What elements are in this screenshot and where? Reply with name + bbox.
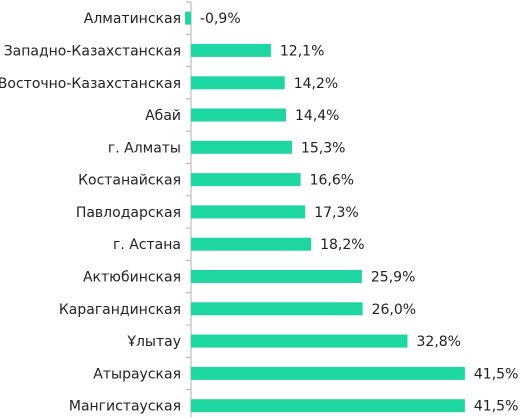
category-label: г. Астана	[113, 237, 181, 253]
value-label: -0,9%	[200, 11, 241, 27]
category-label: Костанайская	[78, 173, 181, 189]
value-label: 17,3%	[314, 205, 358, 221]
bar	[191, 205, 306, 219]
value-label: 26,0%	[372, 302, 416, 318]
value-label: 14,2%	[294, 76, 338, 92]
bar	[191, 399, 465, 413]
value-label: 18,2%	[320, 237, 364, 253]
category-label: Павлодарская	[76, 205, 181, 221]
value-label: 12,1%	[280, 43, 324, 59]
value-label: 41,5%	[474, 366, 518, 382]
category-label: Мангистауская	[69, 399, 181, 415]
category-label: Атырауская	[93, 366, 181, 382]
category-label: Актюбинская	[83, 270, 181, 286]
value-label: 41,5%	[474, 399, 518, 415]
category-label: Алматинская	[84, 11, 181, 27]
bar	[185, 11, 191, 25]
category-label: Абай	[145, 108, 181, 124]
bar	[191, 76, 285, 90]
bar	[191, 270, 362, 283]
value-label: 16,6%	[310, 173, 354, 189]
category-label: Восточно-Казахстанская	[0, 76, 181, 92]
bar	[191, 302, 363, 316]
value-label: 14,4%	[295, 108, 339, 124]
value-label: 32,8%	[417, 334, 461, 350]
category-label: Ұлытау	[126, 334, 181, 350]
value-label: 25,9%	[371, 270, 415, 286]
bar	[191, 140, 292, 154]
bar	[191, 108, 286, 122]
bar	[191, 366, 465, 380]
bar	[191, 173, 301, 187]
bar	[191, 334, 408, 348]
bar	[191, 43, 271, 57]
bar	[191, 237, 312, 251]
category-label: Карагандинская	[59, 302, 181, 318]
category-label: Западно-Казахстанская	[4, 43, 181, 59]
value-label: 15,3%	[301, 140, 345, 156]
category-label: г. Алматы	[108, 140, 181, 156]
